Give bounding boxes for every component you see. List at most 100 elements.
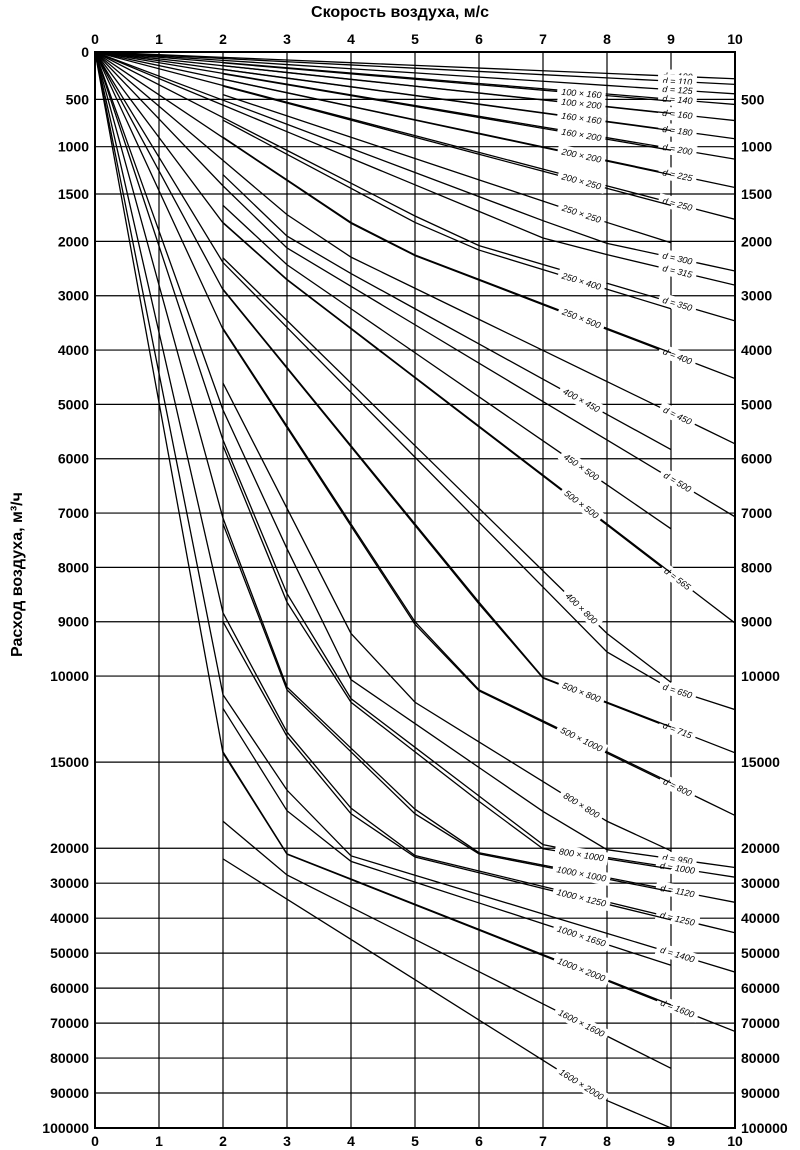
diameter-curve-label: d = 800 [662,776,694,798]
y-tick-left: 4000 [58,342,89,358]
diameter-curve-label-group: d = 1600 [655,995,700,1023]
rect-curve-label: 250 × 400 [560,270,602,292]
diameter-curve-label: d = 1600 [659,997,696,1019]
diameter-curve-label-group: d = 400 [657,343,698,369]
y-tick-left: 80000 [50,1050,89,1066]
diameter-curve-label-group: d = 180 [657,122,697,140]
diameter-curve-label-group: d = 650 [657,679,698,703]
rect-curve-label: 800 × 800 [562,791,602,821]
y-tick-right: 2000 [741,233,772,249]
x-tick-bottom: 2 [219,1133,227,1149]
x-tick-top: 10 [727,31,743,47]
x-tick-top: 1 [155,31,163,47]
diameter-curve-label-group: d = 450 [657,402,697,431]
diameter-curve-label-group: d = 160 [657,106,697,123]
rect-curve-label-group: 1000 × 1250 [551,885,611,912]
x-tick-top: 6 [475,31,483,47]
y-tick-left: 60000 [50,980,89,996]
y-tick-right: 100000 [741,1120,788,1136]
y-tick-right: 3000 [741,288,772,304]
rect-curve-label-group: 1600 × 2000 [553,1063,609,1105]
diameter-curve-label-group: d = 800 [657,773,697,802]
y-tick-right: 15000 [741,754,780,770]
rect-curve-label-group: 250 × 400 [556,268,606,295]
x-tick-top: 3 [283,31,291,47]
y-tick-left: 30000 [50,875,89,891]
y-tick-left: 70000 [50,1015,89,1031]
duct-sizing-nomogram: Скорость воздуха, м/с Расход воздуха, м³… [0,0,800,1150]
y-tick-right: 40000 [741,910,780,926]
rect-curve-label-group: 400 × 800 [560,587,604,630]
y-tick-left: 5000 [58,396,89,412]
y-tick-right: 5000 [741,396,772,412]
y-tick-right: 1500 [741,186,772,202]
rect-curve-label: 1600 × 2000 [557,1067,605,1102]
x-tick-bottom: 1 [155,1133,163,1149]
x-tick-bottom: 3 [283,1133,291,1149]
rect-curve [223,383,671,851]
rect-curve [223,120,671,309]
rect-curve-label-group: 400 × 450 [557,383,606,418]
rect-curve-label: 400 × 800 [563,591,599,626]
y-tick-right: 80000 [741,1050,780,1066]
rect-curve-label-group: 500 × 500 [558,484,604,524]
diameter-curve-label-group: d = 250 [657,193,698,215]
x-tick-bottom: 4 [347,1133,355,1149]
x-tick-top: 5 [411,31,419,47]
y-tick-left: 1000 [58,139,89,155]
x-tick-bottom: 5 [411,1133,419,1149]
x-tick-bottom: 0 [91,1133,99,1149]
y-tick-left: 10000 [50,668,89,684]
x-tick-bottom: 6 [475,1133,483,1149]
y-tick-right: 4000 [741,342,772,358]
rect-curve-label-group: 250 × 250 [556,200,606,228]
rect-curve [223,524,671,892]
diameter-curve-label-group: d = 715 [657,717,698,743]
x-tick-top: 4 [347,31,355,47]
rect-curve-label-group: 800 × 1000 [554,844,609,865]
y-tick-right: 6000 [741,451,772,467]
y-tick-right: 9000 [741,614,772,630]
y-tick-left: 50000 [50,945,89,961]
diameter-curve-label-group: d = 1250 [655,907,700,930]
diameter-curve-label-group: d = 225 [657,165,698,186]
rect-curve-label-group: 500 × 800 [556,678,606,708]
x-tick-top: 9 [667,31,675,47]
rect-curve-label: 500 × 1000 [559,725,604,754]
rect-curve-label: 1000 × 1250 [556,887,607,909]
rect-curve-label: 200 × 250 [560,171,602,191]
x-tick-top: 8 [603,31,611,47]
diameter-curve-label: d = 1400 [659,945,696,965]
rect-curve-label-group: 800 × 800 [557,787,605,824]
y-tick-right: 90000 [741,1085,780,1101]
diameter-curve-label: d = 400 [661,346,693,366]
x-tick-top: 0 [91,31,99,47]
y-tick-left: 7000 [58,505,89,521]
y-tick-right: 8000 [741,559,772,575]
diameter-curve-label-group: d = 1400 [655,942,700,967]
y-tick-right: 60000 [741,980,780,996]
y-tick-right: 10000 [741,668,780,684]
diameter-curve-label: d = 450 [662,405,694,427]
x-tick-top: 2 [219,31,227,47]
y-tick-right: 50000 [741,945,780,961]
rect-curve-label: 250 × 250 [560,202,602,225]
rect-curve [223,222,671,572]
rect-curve-label-group: 1000 × 1000 [551,862,611,886]
rect-curve-label-group: 250 × 500 [556,304,606,333]
y-tick-left: 2000 [58,233,89,249]
y-tick-left: 9000 [58,614,89,630]
y-tick-right: 500 [741,91,765,107]
y-tick-left: 500 [66,91,90,107]
y-tick-left: 40000 [50,910,89,926]
y-tick-right: 70000 [741,1015,780,1031]
rect-curve-label-group: 160 × 200 [556,124,606,145]
y-tick-right: 1000 [741,139,772,155]
rect-curve-label: 400 × 450 [561,386,601,414]
rect-curve-label-group: 500 × 1000 [554,722,608,757]
y-tick-left: 0 [81,44,89,60]
y-tick-left: 3000 [58,288,89,304]
rect-curve-label: 500 × 500 [562,488,600,520]
diameter-curve-label-group: d = 500 [657,467,697,498]
rect-curve-label-group: 450 × 500 [558,448,605,486]
